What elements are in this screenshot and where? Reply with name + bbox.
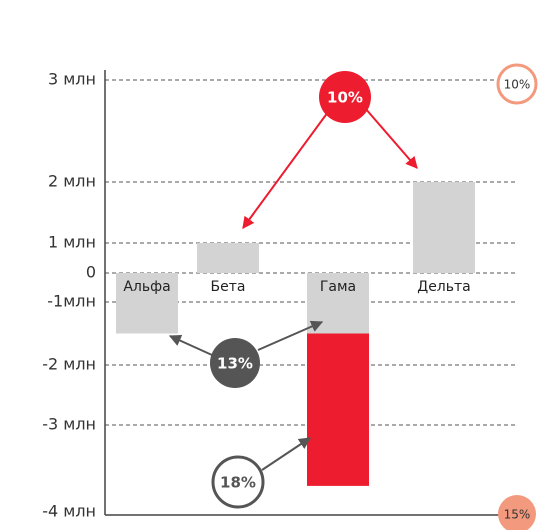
y-tick-label: -4 млн — [42, 502, 96, 521]
x-tick-label: Дельта — [417, 279, 470, 295]
arrow — [242, 111, 329, 229]
y-tick-label: 0 — [86, 263, 96, 282]
annotation: 10% — [327, 89, 363, 107]
y-tick-label: -1млн — [47, 292, 96, 311]
arrow — [261, 437, 311, 471]
annotation: 18% — [220, 474, 256, 492]
annotation: 15% — [504, 508, 531, 522]
bars — [116, 182, 475, 486]
y-tick-label: -3 млн — [42, 415, 96, 434]
y-tick-label: -2 млн — [42, 355, 96, 374]
bar — [307, 333, 369, 486]
bar — [116, 273, 178, 334]
x-tick-label: Альфа — [123, 279, 170, 295]
y-tick-label: 3 млн — [48, 70, 96, 89]
badge — [211, 455, 265, 509]
badge — [496, 63, 538, 105]
badge — [498, 495, 536, 530]
arrow — [257, 320, 324, 351]
arrow — [364, 107, 418, 169]
annotation: 13% — [217, 355, 253, 373]
arrow — [168, 334, 213, 356]
badge — [319, 71, 371, 123]
bar — [197, 243, 259, 273]
y-tick-label: 1 млн — [48, 233, 96, 252]
arrows — [168, 107, 418, 471]
y-tick-label: 2 млн — [48, 172, 96, 191]
x-tick-label: Бета — [211, 279, 246, 295]
annotation: 10% — [504, 78, 531, 92]
bar — [413, 182, 475, 273]
x-tick-label: Гама — [320, 279, 356, 295]
badge — [210, 338, 260, 388]
